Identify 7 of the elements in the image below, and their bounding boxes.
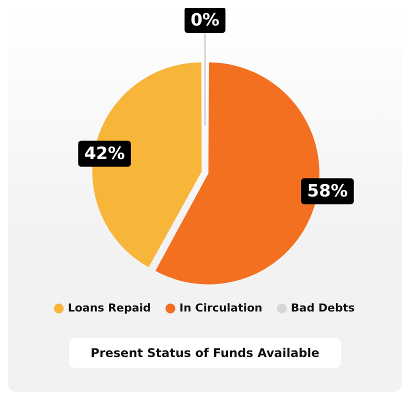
data-label: 42% xyxy=(84,144,125,164)
data-label: 58% xyxy=(307,182,348,202)
legend-label: Loans Repaid xyxy=(68,301,151,314)
legend-label: Bad Debts xyxy=(290,301,356,314)
text: Present Status of Funds Available xyxy=(69,338,341,368)
text: 0% xyxy=(190,10,220,30)
legend-label: In Circulation xyxy=(179,301,262,314)
